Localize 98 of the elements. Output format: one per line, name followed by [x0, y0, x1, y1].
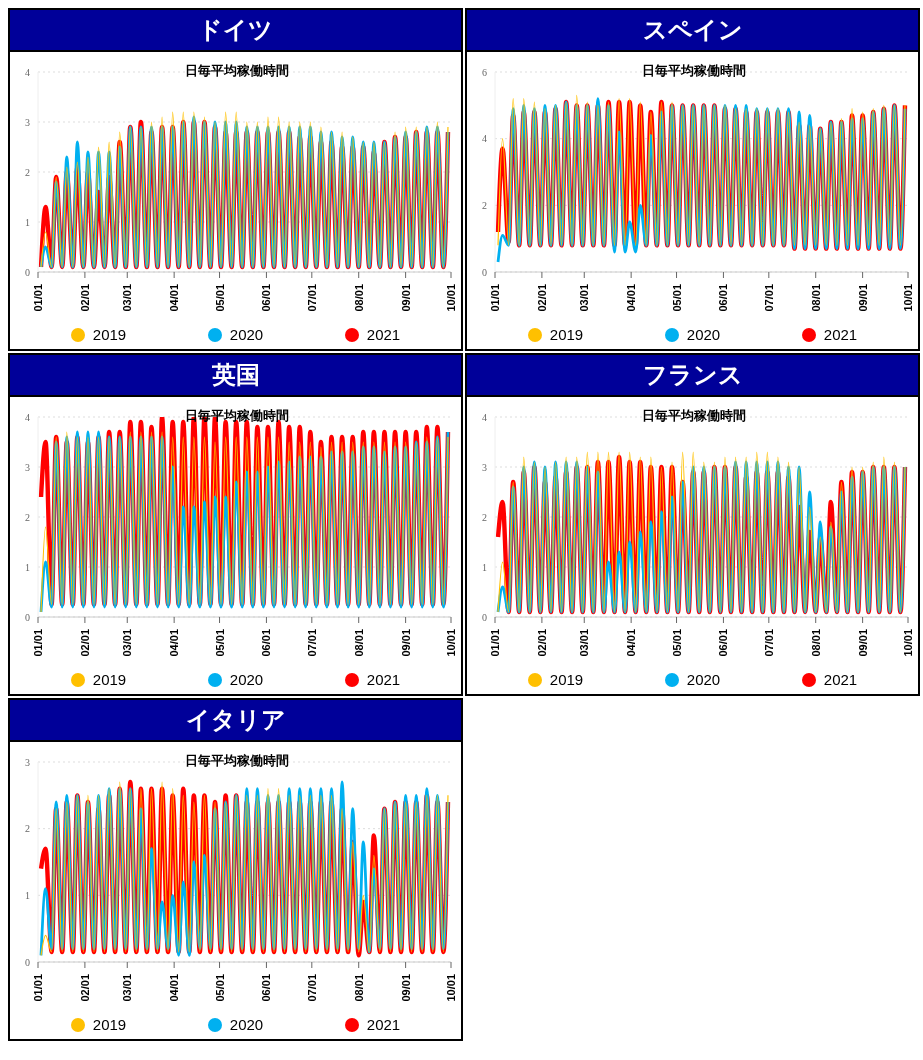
x-tick-label: 01/01 [489, 284, 501, 312]
y-tick-label: 1 [482, 561, 487, 573]
x-tick-label: 09/01 [856, 284, 869, 312]
y-tick-label: 2 [25, 823, 30, 835]
x-tick-label: 06/01 [260, 629, 273, 657]
y-tick-label: 4 [25, 411, 30, 423]
y-tick-label: 2 [482, 511, 487, 523]
x-tick-label: 04/01 [625, 629, 638, 657]
chart-title: スペイン [467, 10, 918, 52]
legend-label: 2020 [686, 671, 721, 688]
legend-label: 2021 [823, 326, 858, 343]
x-tick-label: 01/01 [32, 284, 44, 312]
x-tick-label: 02/01 [535, 284, 548, 312]
x-tick-label: 04/01 [168, 284, 181, 312]
x-tick-label: 08/01 [352, 629, 365, 657]
x-tick-label: 10/01 [445, 284, 457, 312]
x-tick-label: 08/01 [352, 284, 365, 312]
y-tick-label: 4 [25, 66, 30, 78]
legend-label: 2019 [92, 326, 127, 343]
y-tick-label: 3 [25, 461, 30, 473]
x-tick-label: 09/01 [399, 974, 412, 1002]
y-tick-label: 3 [482, 461, 487, 473]
x-tick-label: 06/01 [717, 629, 730, 657]
y-tick-label: 1 [25, 889, 30, 901]
y-tick-label: 3 [25, 116, 30, 128]
y-tick-label: 1 [25, 216, 30, 228]
x-tick-label: 07/01 [305, 284, 318, 312]
y-tick-label: 4 [482, 411, 487, 423]
x-tick-label: 10/01 [445, 974, 457, 1002]
chart-title: フランス [467, 355, 918, 397]
x-tick-label: 07/01 [762, 284, 775, 312]
x-tick-label: 05/01 [213, 974, 226, 1002]
legend-label: 2020 [229, 1016, 264, 1033]
y-tick-label: 4 [482, 133, 487, 145]
x-tick-label: 03/01 [121, 974, 134, 1002]
y-tick-label: 0 [482, 611, 487, 623]
x-tick-label: 04/01 [168, 629, 181, 657]
y-tick-label: 2 [25, 511, 30, 523]
y-tick-label: 6 [482, 66, 487, 78]
legend-label: 2019 [92, 671, 127, 688]
chart-title: イタリア [10, 700, 461, 742]
x-tick-label: 09/01 [399, 284, 412, 312]
x-tick-label: 03/01 [578, 284, 591, 312]
x-tick-label: 07/01 [305, 974, 318, 1002]
x-tick-label: 10/01 [902, 629, 914, 657]
chart-title: ドイツ [10, 10, 461, 52]
x-tick-label: 03/01 [121, 629, 134, 657]
x-tick-label: 06/01 [717, 284, 730, 312]
legend-label: 2021 [366, 326, 401, 343]
x-tick-label: 03/01 [121, 284, 134, 312]
x-tick-label: 01/01 [489, 629, 501, 657]
x-tick-label: 06/01 [260, 284, 273, 312]
x-tick-label: 08/01 [809, 629, 822, 657]
legend-label: 2020 [229, 326, 264, 343]
legend-label: 2019 [549, 326, 584, 343]
y-tick-label: 0 [25, 266, 30, 278]
x-tick-label: 02/01 [78, 284, 91, 312]
legend-label: 2020 [229, 671, 264, 688]
chart-subtitle: 日毎平均稼働時間 [641, 63, 746, 78]
x-tick-label: 05/01 [213, 629, 226, 657]
legend-label: 2021 [366, 671, 401, 688]
x-tick-label: 06/01 [260, 974, 273, 1002]
y-tick-label: 2 [25, 166, 30, 178]
chart-subtitle: 日毎平均稼働時間 [184, 408, 289, 423]
x-tick-label: 02/01 [535, 629, 548, 657]
y-tick-label: 0 [25, 611, 30, 623]
x-tick-label: 05/01 [670, 629, 683, 657]
legend-label: 2020 [686, 326, 721, 343]
legend-label: 2019 [92, 1016, 127, 1033]
x-tick-label: 01/01 [32, 974, 44, 1002]
x-tick-label: 04/01 [625, 284, 638, 312]
legend-label: 2021 [366, 1016, 401, 1033]
x-tick-label: 02/01 [78, 629, 91, 657]
y-tick-label: 0 [482, 266, 487, 278]
y-tick-label: 1 [25, 561, 30, 573]
y-tick-label: 0 [25, 956, 30, 968]
chart-title: 英国 [10, 355, 461, 397]
x-tick-label: 01/01 [32, 629, 44, 657]
x-tick-label: 07/01 [305, 629, 318, 657]
x-tick-label: 09/01 [399, 629, 412, 657]
y-tick-label: 2 [482, 199, 487, 211]
y-tick-label: 3 [25, 756, 30, 768]
x-tick-label: 04/01 [168, 974, 181, 1002]
x-tick-label: 08/01 [809, 284, 822, 312]
x-tick-label: 02/01 [78, 974, 91, 1002]
x-tick-label: 05/01 [213, 284, 226, 312]
x-tick-label: 10/01 [902, 284, 914, 312]
legend-label: 2021 [823, 671, 858, 688]
chart-subtitle: 日毎平均稼働時間 [184, 63, 289, 78]
x-tick-label: 09/01 [856, 629, 869, 657]
chart-subtitle: 日毎平均稼働時間 [184, 753, 289, 768]
x-tick-label: 05/01 [670, 284, 683, 312]
x-tick-label: 08/01 [352, 974, 365, 1002]
legend-label: 2019 [549, 671, 584, 688]
chart-subtitle: 日毎平均稼働時間 [641, 408, 746, 423]
x-tick-label: 10/01 [445, 629, 457, 657]
x-tick-label: 03/01 [578, 629, 591, 657]
x-tick-label: 07/01 [762, 629, 775, 657]
